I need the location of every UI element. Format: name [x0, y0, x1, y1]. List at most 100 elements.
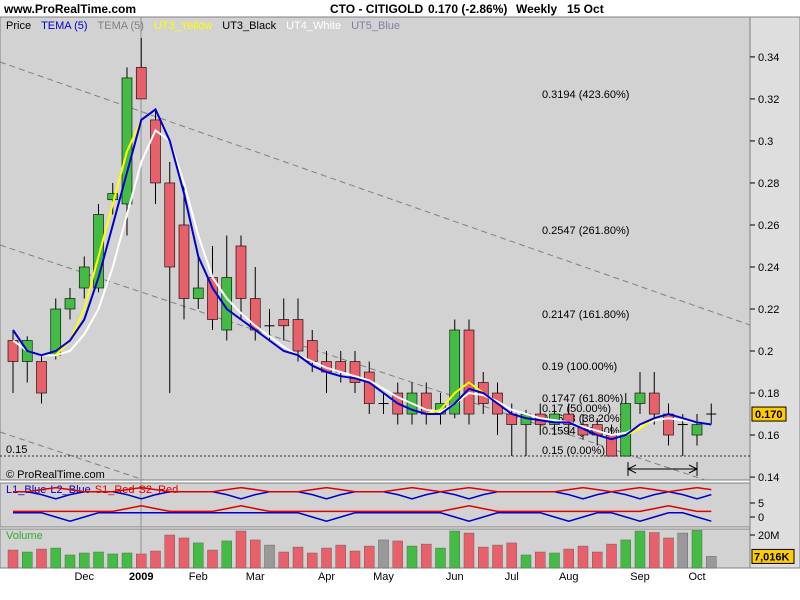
fib-level-label: 0.15 (0.00%)	[542, 445, 605, 457]
volume-bar	[364, 545, 375, 569]
candle-body	[178, 224, 190, 299]
volume-bar	[50, 547, 61, 569]
candle-body	[150, 119, 161, 184]
trend-line	[0, 244, 707, 480]
candle-body	[663, 413, 674, 436]
volume-bar	[235, 530, 247, 569]
volume-bar	[520, 554, 532, 569]
indicator-line	[12, 107, 712, 441]
y-tick-label: 0.24	[758, 262, 779, 274]
fib-level-label: 0.19 (100.00%)	[542, 361, 617, 373]
legend-entry: UT4_White	[286, 20, 341, 32]
y-tick-label: 0.14	[758, 472, 779, 484]
candle-body	[93, 214, 104, 289]
x-tick-label: Apr	[318, 571, 335, 583]
legend: Price TEMA (5) TEMA (5) UT3_Yellow UT3_Black…	[6, 20, 400, 32]
candle-body	[64, 298, 76, 310]
volume-bar	[307, 552, 318, 569]
support-label: 0.15	[6, 444, 27, 456]
volume-bar	[435, 547, 446, 569]
price-axis-area	[749, 16, 800, 569]
volume-bar	[620, 539, 631, 569]
candle-body	[235, 245, 247, 299]
volume-bar	[64, 554, 76, 569]
legend-entry: TEMA (5)	[41, 20, 87, 32]
candle-body	[135, 67, 147, 100]
volume-bar	[107, 553, 118, 569]
fib-level-label: 0.3194 (423.60%)	[542, 89, 629, 101]
price-panel	[0, 16, 751, 481]
legend-entry: UT3_Yellow	[154, 20, 212, 32]
volume-bar	[93, 551, 104, 569]
volume-bar	[535, 551, 546, 569]
fib-level-label: 0.1747 (61.80%)	[542, 393, 623, 405]
candle-body	[192, 287, 204, 299]
y-tick-label: 5	[758, 498, 764, 510]
volume-bar	[492, 544, 503, 569]
candle-body	[306, 340, 318, 362]
volume-bar	[649, 532, 660, 569]
legend-title: Price	[6, 20, 31, 32]
volume-bar	[549, 552, 560, 569]
indicator-line	[12, 128, 712, 437]
volume-bar	[22, 551, 33, 569]
volume-title: Volume	[6, 530, 43, 542]
site-name: www.ProRealTime.com	[3, 2, 136, 16]
x-tick-label: Sep	[630, 571, 650, 583]
volume-bar	[606, 543, 617, 569]
candle-body	[292, 319, 304, 352]
x-tick-label: Mar	[246, 571, 265, 583]
volume-bar	[278, 551, 289, 569]
volume-bar	[150, 550, 161, 569]
volume-bar	[378, 539, 389, 569]
candle-body	[463, 329, 475, 415]
candle-body	[449, 329, 461, 415]
volume-bar	[221, 540, 232, 569]
y-tick-label: 0.28	[758, 178, 779, 190]
date: 15 Oct	[567, 2, 604, 16]
x-tick-label: May	[373, 571, 394, 583]
last-price-label: 0.170	[755, 409, 783, 421]
volume-label-box	[751, 548, 795, 564]
trend-line	[0, 431, 146, 480]
candle-body	[78, 266, 90, 289]
volume-bar	[506, 542, 517, 569]
candle-body	[278, 319, 290, 327]
y-tick-label: 0.22	[758, 304, 779, 316]
volume-bar	[478, 546, 489, 569]
oscillator-line	[13, 512, 712, 522]
y-tick-label: 0.16	[758, 430, 779, 442]
volume-bar	[335, 544, 346, 569]
volume-bar	[164, 534, 175, 569]
y-tick-label: 0.26	[758, 220, 779, 232]
x-tick-label: Oct	[688, 571, 705, 583]
volume-bar	[79, 552, 90, 569]
y-tick-label: 0.3	[758, 136, 773, 148]
candle-body	[363, 371, 375, 404]
y-tick-label: 0.34	[758, 52, 779, 64]
volume-bar	[563, 548, 574, 569]
volume-bar	[349, 550, 361, 569]
candle-body	[620, 403, 632, 457]
volume-bar	[178, 537, 190, 569]
y-tick-label: 0.18	[758, 388, 779, 400]
volume-bar	[193, 542, 204, 569]
candle-body	[36, 361, 47, 394]
volume-bar	[321, 547, 332, 569]
range-arrow	[626, 462, 699, 476]
fib-level-label: 0.17 (50.00%)	[542, 403, 611, 415]
volume-bar	[7, 549, 19, 569]
x-tick-label: Jun	[446, 571, 464, 583]
volume-bar	[449, 530, 460, 569]
volume-bar	[577, 545, 589, 569]
volume-bar	[121, 552, 133, 569]
volume-bar	[706, 556, 717, 569]
volume-bar	[36, 548, 47, 569]
x-tick-label: Feb	[189, 571, 208, 583]
quote: 0.170 (-2.86%)	[428, 2, 507, 16]
fib-level-label: 0.2147 (161.80%)	[542, 309, 629, 321]
x-tick-label: Dec	[74, 571, 94, 583]
candle-body	[691, 424, 703, 436]
volume-bar	[392, 540, 403, 569]
